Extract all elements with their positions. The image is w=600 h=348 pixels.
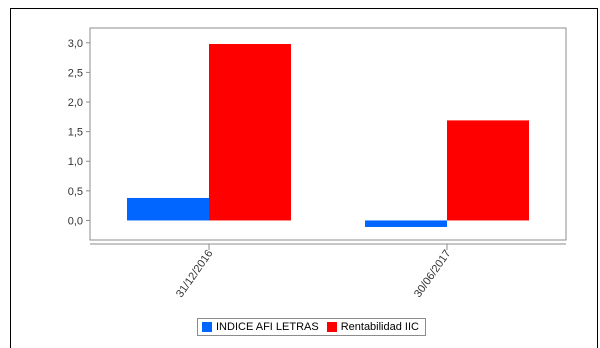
y-tick-label: 2,5: [68, 67, 83, 79]
y-tick-label: 1,5: [68, 127, 83, 139]
x-tick-label: 31/12/2016: [174, 248, 215, 300]
legend: INDICE AFI LETRAS Rentabilidad IIC: [197, 318, 426, 336]
bar-rentabilidad-iic-1: [209, 43, 291, 221]
y-tick-label: 0,5: [68, 186, 83, 198]
legend-label: Rentabilidad IIC: [340, 321, 419, 333]
y-tick-label: 3,0: [68, 38, 83, 50]
x-axis: 31/12/2016 30/06/2017: [174, 244, 453, 300]
y-axis: 0,0 0,5 1,0 1,5 2,0 2,5 3,0: [68, 38, 90, 227]
y-tick-label: 1,0: [68, 156, 83, 168]
x-tick-label: 30/06/2017: [412, 248, 453, 300]
legend-item-rentabilidad-iic: Rentabilidad IIC: [326, 321, 419, 333]
y-tick-label: 0,0: [68, 215, 83, 227]
bar-rentabilidad-iic-2: [447, 120, 529, 221]
bars: [127, 43, 529, 227]
legend-label: INDICE AFI LETRAS: [216, 321, 319, 333]
legend-swatch-blue: [202, 322, 212, 332]
bar-indice-afi-letras-2: [365, 220, 447, 227]
bar-indice-afi-letras-1: [127, 197, 209, 221]
y-tick-label: 2,0: [68, 97, 83, 109]
bar-chart: 0,0 0,5 1,0 1,5 2,0 2,5 3,0 31/12/2016 30/06/20…: [68, 27, 567, 300]
legend-item-indice-afi-letras: INDICE AFI LETRAS: [202, 321, 319, 333]
legend-swatch-red: [326, 322, 337, 332]
